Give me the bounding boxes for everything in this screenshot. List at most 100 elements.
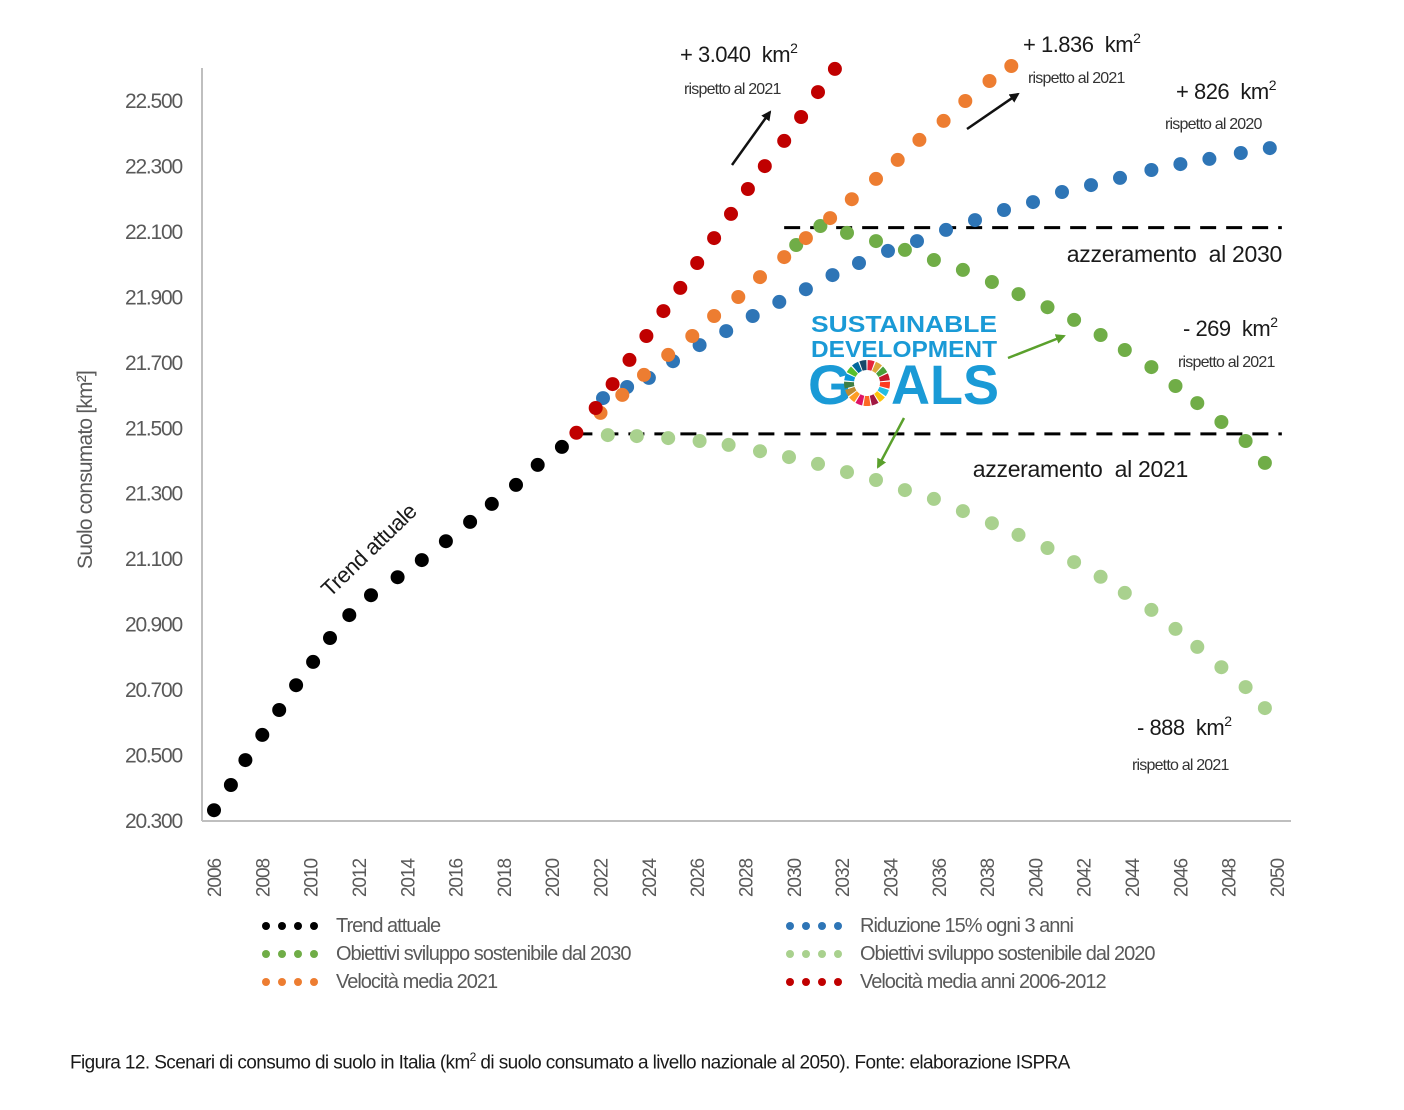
x-tick-label: 2008 (253, 858, 274, 897)
data-point (596, 391, 610, 406)
y-tick-label: 21.100 (125, 548, 183, 571)
sdg-logo-als: ALS (891, 353, 999, 416)
sdg-wheel-segment (867, 360, 875, 371)
annotation-lightgreen-note: rispetto al 2021 (1132, 757, 1230, 774)
data-point (1202, 151, 1217, 166)
y-tick-label: 20.500 (125, 745, 183, 768)
data-point (1257, 701, 1272, 716)
annotation-blue-note: rispetto al 2020 (1165, 116, 1263, 133)
y-tick-label: 21.300 (125, 483, 183, 506)
data-point (955, 262, 970, 277)
x-tick-label: 2034 (881, 857, 902, 897)
y-tick-labels: 20.300 20.500 20.700 20.900 21.100 21.300 21.5… (125, 90, 184, 833)
x-tick-label: 2014 (398, 857, 419, 897)
data-point (1011, 527, 1026, 542)
data-point (757, 159, 772, 174)
arrow-icon (730, 110, 772, 166)
data-point (255, 727, 270, 742)
data-point (1168, 379, 1183, 393)
data-point (661, 431, 676, 446)
data-point (1144, 360, 1159, 375)
data-point (1238, 434, 1253, 448)
data-point (1040, 541, 1055, 555)
annotation-lightgreen: - 888 km2 rispetto al 2021 (1132, 713, 1233, 774)
legend-item: Obiettivi sviluppo sostenibile dal 2020 (786, 941, 1156, 967)
legend-marker-icon (786, 978, 842, 986)
data-point (912, 132, 927, 147)
data-point (844, 192, 859, 207)
legend-marker-icon (786, 950, 842, 958)
data-point (1084, 178, 1098, 193)
y-tick-label: 20.900 (125, 614, 183, 637)
data-point (600, 428, 615, 443)
trend-label: Trend attuale (316, 498, 422, 601)
data-point (984, 516, 999, 531)
arrow-icon (1007, 334, 1066, 360)
data-point (1117, 343, 1132, 357)
sdg-logo-line2: DEVELOPMENT (811, 336, 997, 362)
data-point (692, 434, 707, 448)
legend-label: Riduzione 15% ogni 3 anni (860, 914, 1074, 937)
data-point (306, 654, 321, 669)
legend-item: Riduzione 15% ogni 3 anni (786, 913, 1074, 939)
data-point (707, 231, 722, 246)
x-tick-label: 2036 (930, 858, 951, 897)
data-point (772, 294, 787, 309)
data-point (637, 367, 651, 382)
data-point (1238, 680, 1253, 695)
legend-item: Trend attuale (262, 913, 441, 939)
legend-label: Velocità media 2021 (336, 970, 498, 993)
annotation-green-sup: 2 (1270, 314, 1278, 330)
data-point (897, 242, 912, 257)
x-tick-label: 2022 (592, 858, 613, 897)
caption-sup: 2 (469, 1050, 477, 1064)
caption-part2: di suolo consumato a livello nazionale a… (475, 1052, 1070, 1074)
data-point (926, 491, 941, 506)
svg-text:+ 3.040 km2: + 3.040 km2 (680, 40, 798, 67)
x-tick-label: 2010 (302, 858, 323, 897)
data-point (777, 250, 792, 265)
annotation-green-value: - 269 km (1183, 316, 1270, 341)
data-point (1055, 185, 1069, 199)
data-point (881, 243, 895, 258)
data-point (1214, 415, 1229, 429)
x-tick-label: 2018 (495, 858, 516, 897)
data-point (1190, 639, 1205, 654)
x-tick-label: 2024 (640, 857, 661, 897)
data-point (813, 219, 828, 233)
data-point (207, 803, 221, 818)
data-point (869, 234, 883, 249)
annotation-green-note: rispetto al 2021 (1178, 354, 1276, 371)
annotation-orange-note: rispetto al 2021 (1028, 70, 1126, 87)
arrow-icon (876, 417, 906, 469)
chart: 20.300 20.500 20.700 20.900 21.100 21.300 21.5… (74, 30, 1291, 897)
data-point (1093, 569, 1108, 584)
svg-text:+ 826 km2: + 826 km2 (1176, 77, 1277, 104)
data-point (1004, 59, 1019, 73)
legend-label: Obiettivi sviluppo sostenibile dal 2030 (336, 942, 632, 965)
data-point (1093, 328, 1108, 342)
data-point (926, 253, 941, 267)
data-point (958, 94, 973, 108)
series-riduzione-15-ogni-3-anni (596, 141, 1277, 406)
sdg-wheel-segment (874, 391, 885, 403)
y-tick-label: 20.300 (125, 810, 183, 833)
data-point (1040, 300, 1055, 315)
data-point (656, 304, 671, 319)
data-point (554, 439, 569, 454)
data-point (939, 222, 953, 237)
data-point (724, 206, 738, 221)
data-point (530, 457, 545, 472)
data-point (463, 514, 478, 529)
data-point (1168, 621, 1183, 636)
legend-item: Obiettivi sviluppo sostenibile dal 2030 (262, 941, 632, 967)
x-tick-label: 2026 (688, 858, 709, 897)
data-point (982, 74, 997, 88)
series-obiettivi-sviluppo-sostenibile-dal-2030 (789, 219, 1272, 470)
data-point (745, 309, 760, 323)
annotation-lightgreen-sup: 2 (1224, 713, 1232, 729)
x-tick-label: 2044 (1123, 857, 1144, 897)
data-point (629, 429, 644, 444)
legend-item: Velocità media anni 2006-2012 (786, 969, 1107, 995)
x-tick-label: 2032 (833, 858, 854, 897)
